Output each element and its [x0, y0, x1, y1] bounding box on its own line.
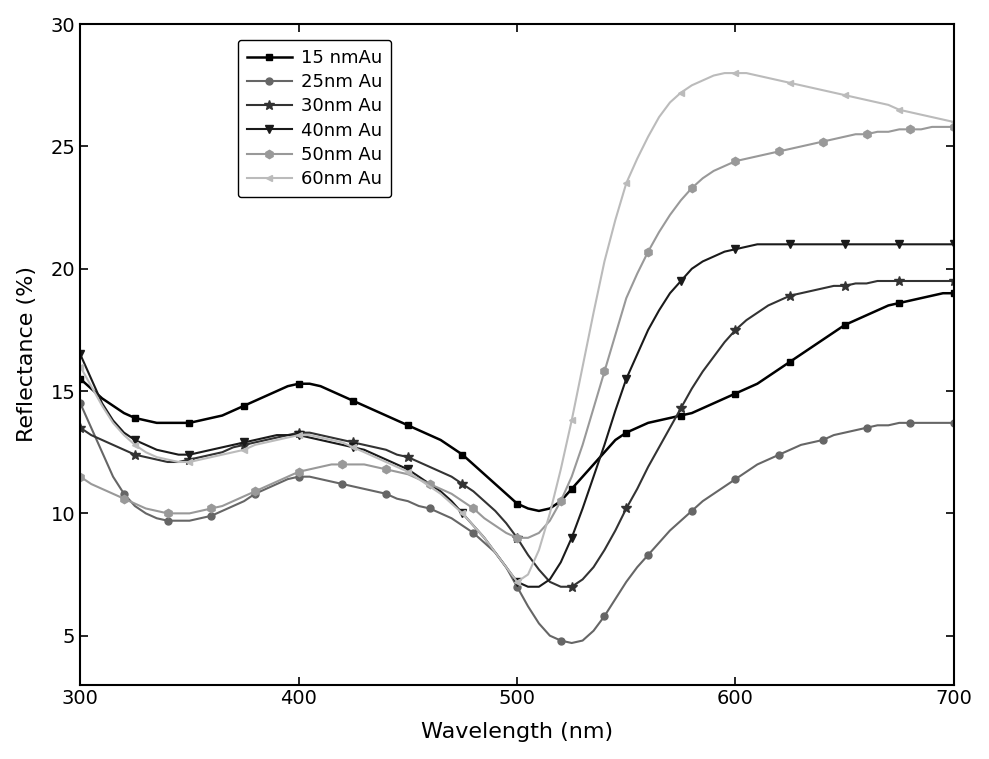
15 nmAu	[871, 306, 883, 315]
25nm Au	[730, 474, 742, 483]
60nm Au	[850, 93, 861, 102]
60nm Au	[806, 83, 818, 93]
50nm Au	[631, 269, 643, 279]
15 nmAu	[937, 288, 948, 298]
60nm Au	[741, 68, 753, 77]
15 nmAu	[839, 320, 851, 329]
60nm Au	[948, 118, 960, 127]
25nm Au	[555, 636, 567, 645]
X-axis label: Wavelength (nm): Wavelength (nm)	[421, 723, 613, 742]
40nm Au	[566, 534, 578, 543]
40nm Au	[752, 240, 764, 249]
40nm Au	[850, 240, 861, 249]
50nm Au	[730, 156, 742, 165]
30nm Au	[871, 276, 883, 285]
50nm Au	[511, 534, 523, 543]
Line: 60nm Au: 60nm Au	[77, 70, 957, 585]
60nm Au	[74, 362, 86, 371]
60nm Au	[566, 416, 578, 425]
40nm Au	[806, 240, 818, 249]
40nm Au	[948, 240, 960, 249]
50nm Au	[926, 122, 938, 131]
30nm Au	[730, 326, 742, 335]
50nm Au	[74, 472, 86, 481]
30nm Au	[839, 282, 851, 291]
Line: 30nm Au: 30nm Au	[75, 276, 958, 591]
15 nmAu	[795, 350, 807, 359]
Line: 50nm Au: 50nm Au	[76, 123, 958, 542]
25nm Au	[74, 398, 86, 408]
Line: 25nm Au: 25nm Au	[77, 400, 957, 647]
25nm Au	[839, 428, 851, 437]
50nm Au	[566, 472, 578, 481]
50nm Au	[839, 132, 851, 141]
60nm Au	[631, 154, 643, 163]
15 nmAu	[74, 374, 86, 383]
60nm Au	[882, 100, 894, 109]
50nm Au	[795, 142, 807, 151]
30nm Au	[566, 582, 578, 591]
25nm Au	[948, 418, 960, 427]
60nm Au	[511, 578, 523, 587]
15 nmAu	[631, 424, 643, 433]
25nm Au	[871, 420, 883, 430]
30nm Au	[74, 424, 86, 433]
40nm Au	[522, 582, 534, 591]
50nm Au	[871, 128, 883, 137]
40nm Au	[882, 240, 894, 249]
30nm Au	[948, 276, 960, 285]
30nm Au	[631, 484, 643, 493]
60nm Au	[719, 68, 731, 77]
40nm Au	[730, 244, 742, 254]
Legend: 15 nmAu, 25nm Au, 30nm Au, 40nm Au, 50nm Au, 60nm Au: 15 nmAu, 25nm Au, 30nm Au, 40nm Au, 50nm…	[237, 39, 392, 197]
25nm Au	[795, 440, 807, 449]
25nm Au	[566, 638, 578, 647]
15 nmAu	[533, 506, 545, 515]
25nm Au	[631, 562, 643, 572]
Line: 15 nmAu: 15 nmAu	[77, 290, 957, 515]
50nm Au	[948, 122, 960, 131]
15 nmAu	[948, 288, 960, 298]
30nm Au	[882, 276, 894, 285]
Y-axis label: Reflectance (%): Reflectance (%)	[17, 266, 37, 442]
15 nmAu	[566, 484, 578, 493]
30nm Au	[555, 582, 567, 591]
40nm Au	[631, 350, 643, 359]
40nm Au	[74, 350, 86, 359]
Line: 40nm Au: 40nm Au	[76, 240, 958, 591]
30nm Au	[795, 288, 807, 298]
15 nmAu	[730, 389, 742, 398]
